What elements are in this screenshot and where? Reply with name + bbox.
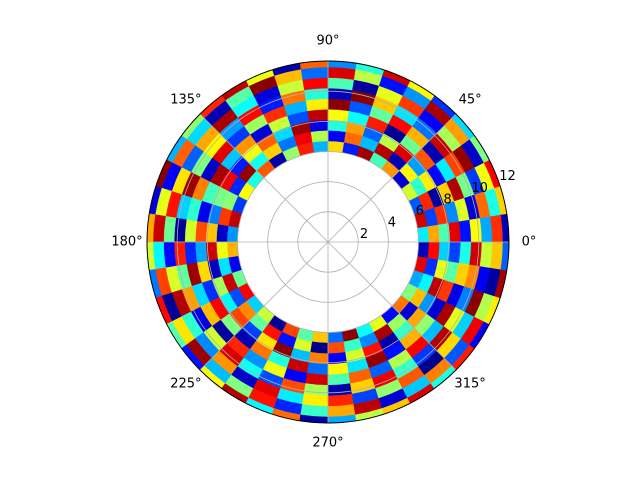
radial-tick-label: 12 (499, 169, 516, 184)
polar-grid (147, 61, 509, 423)
heatmap-cell (469, 217, 483, 243)
heatmap-cell (479, 216, 493, 243)
heatmap-cell (327, 66, 356, 80)
theta-tick-labels: 0° 45° 90° 135° 180° 225° 270° 315° (111, 34, 536, 451)
heatmap-cell (327, 331, 345, 344)
heatmap-cell (448, 221, 461, 243)
heatmap-cell (152, 241, 166, 270)
heatmap-cell (305, 372, 329, 386)
heatmap-cell (173, 217, 187, 243)
heatmap-cell (310, 130, 329, 143)
heatmap-cell (490, 214, 504, 243)
radial-tick-labels: 2 4 6 8 10 12 (360, 169, 516, 242)
heatmap-cell (458, 219, 472, 243)
heatmap-cell (195, 241, 208, 263)
heatmap-cell (303, 383, 329, 397)
radial-tick-label: 10 (471, 181, 488, 196)
heatmap-cell (327, 77, 354, 91)
radial-tick-label: 4 (388, 215, 396, 230)
theta-tick-label: 180° (111, 235, 142, 250)
heatmap-cell (216, 241, 229, 260)
heatmap-cell (311, 331, 329, 344)
heatmap-cell (327, 341, 346, 354)
heatmap-cell (163, 241, 177, 268)
heatmap-cell (311, 140, 329, 153)
heatmap-cell (427, 224, 440, 243)
heatmap-cell (302, 77, 329, 91)
angular-gridline (327, 241, 457, 371)
heatmap-cell (327, 87, 353, 101)
radial-tick-label: 6 (416, 204, 424, 219)
heatmap-cell (307, 109, 329, 122)
heatmap-cell (152, 214, 166, 243)
heatmap-cell (184, 219, 198, 243)
heatmap-cell (226, 225, 239, 243)
theta-tick-label: 45° (459, 92, 482, 107)
heatmap-cell (216, 224, 229, 243)
heatmap-cell (302, 393, 329, 407)
theta-tick-label: 0° (522, 235, 537, 250)
heatmap-cell (417, 225, 430, 243)
angular-gridline (199, 113, 329, 243)
theta-tick-label: 135° (170, 92, 201, 107)
heatmap-cell (327, 362, 349, 375)
heatmap-cell (307, 362, 329, 375)
radial-tick-label: 2 (360, 227, 368, 242)
heatmap-cell (458, 241, 472, 265)
heatmap-cell (327, 372, 351, 386)
heatmap-cell (327, 98, 351, 112)
heatmap-cell (427, 241, 440, 260)
heatmap-cell (173, 241, 187, 267)
polar-frame (146, 60, 510, 424)
theta-tick-label: 90° (316, 34, 339, 49)
heatmap-cell (184, 241, 198, 265)
heatmap-cell (448, 241, 461, 263)
angular-gridline (199, 241, 329, 371)
angular-gridline (327, 113, 457, 243)
theta-tick-label: 315° (454, 377, 485, 392)
heatmap-cell (226, 241, 239, 259)
heatmap-cell (327, 130, 346, 143)
heatmap-cell (327, 140, 345, 153)
heatmap-cell (305, 98, 329, 112)
heatmap-cell (469, 241, 483, 267)
heatmap-cell (327, 404, 356, 418)
theta-tick-label: 270° (312, 436, 343, 451)
heatmap-cell (300, 66, 329, 80)
heatmap-cell (195, 221, 208, 243)
heatmap-cell (417, 241, 430, 259)
heatmap-cell (300, 404, 329, 418)
heatmap-cell (490, 241, 504, 270)
heatmap-cell (479, 241, 493, 268)
heatmap-cell (327, 393, 354, 407)
heatmap-cell (327, 383, 353, 397)
heatmap-cell (310, 341, 329, 354)
radial-tick-label: 8 (444, 192, 452, 207)
heatmap-cell (303, 87, 329, 101)
theta-tick-label: 225° (170, 377, 201, 392)
heatmap-cells (146, 60, 510, 424)
heatmap-cell (163, 216, 177, 243)
heatmap-cell (327, 109, 349, 122)
